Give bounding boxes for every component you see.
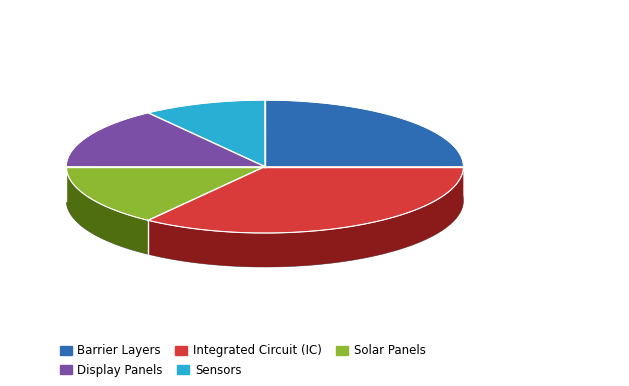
Legend: Display Panels, Sensors: Display Panels, Sensors [56,360,245,380]
Polygon shape [148,169,464,267]
Legend: Barrier Layers, Integrated Circuit (IC), Solar Panels: Barrier Layers, Integrated Circuit (IC),… [56,341,429,361]
Polygon shape [148,167,464,233]
Polygon shape [66,113,265,167]
Polygon shape [148,100,265,167]
Polygon shape [265,100,464,167]
Ellipse shape [66,134,464,267]
Polygon shape [66,167,148,254]
Polygon shape [66,167,265,220]
